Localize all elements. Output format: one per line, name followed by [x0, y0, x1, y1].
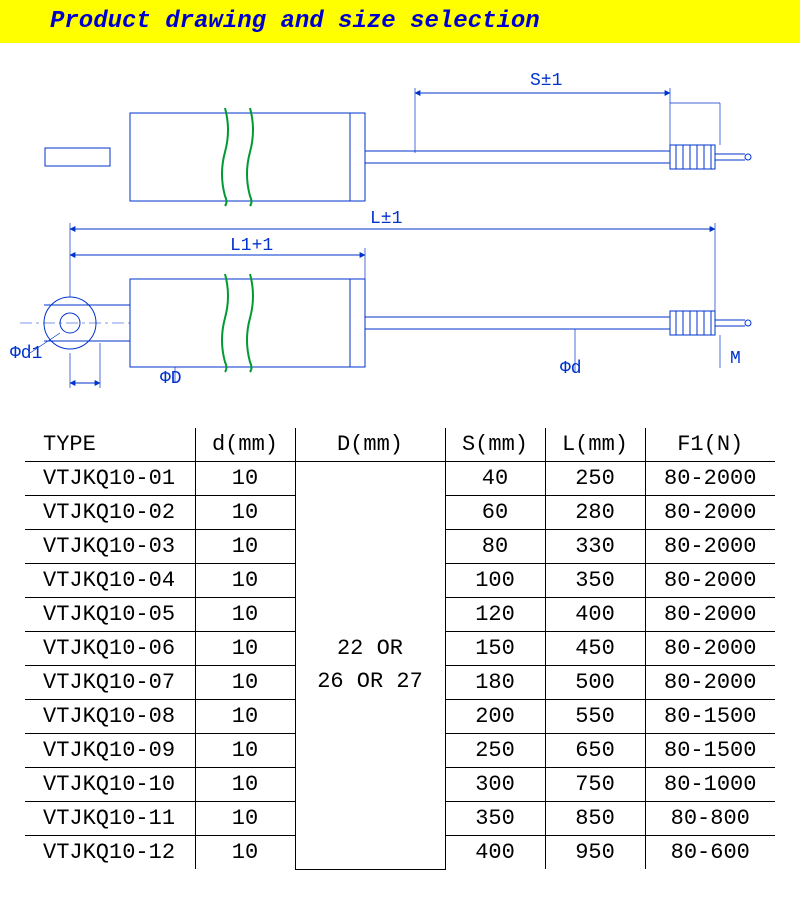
- cell-type: VTJKQ10-02: [25, 496, 195, 530]
- col-d: d(mm): [195, 428, 295, 462]
- drawing-area: S±1: [0, 43, 800, 428]
- cell-S: 200: [445, 700, 545, 734]
- dim-phid1-label: Φd1: [10, 344, 42, 364]
- cell-S: 40: [445, 462, 545, 496]
- cell-S: 150: [445, 632, 545, 666]
- cell-L: 330: [545, 530, 645, 564]
- cell-type: VTJKQ10-04: [25, 564, 195, 598]
- cell-L: 750: [545, 768, 645, 802]
- cell-L: 500: [545, 666, 645, 700]
- cell-type: VTJKQ10-10: [25, 768, 195, 802]
- table-row: VTJKQ10-011022 OR26 OR 274025080-2000: [25, 462, 775, 496]
- cell-L: 650: [545, 734, 645, 768]
- cell-S: 350: [445, 802, 545, 836]
- cell-D-merged: 22 OR26 OR 27: [295, 462, 445, 870]
- dim-l1-label: L1+1: [230, 236, 273, 256]
- cell-F1: 80-2000: [645, 462, 775, 496]
- cell-L: 950: [545, 836, 645, 870]
- cell-S: 400: [445, 836, 545, 870]
- cell-L: 550: [545, 700, 645, 734]
- cell-S: 250: [445, 734, 545, 768]
- cell-S: 80: [445, 530, 545, 564]
- cell-d: 10: [195, 836, 295, 870]
- cell-F1: 80-2000: [645, 632, 775, 666]
- cell-d: 10: [195, 666, 295, 700]
- table-body: VTJKQ10-011022 OR26 OR 274025080-2000VTJ…: [25, 462, 775, 870]
- cell-type: VTJKQ10-01: [25, 462, 195, 496]
- cell-F1: 80-2000: [645, 496, 775, 530]
- cell-d: 10: [195, 530, 295, 564]
- cell-d: 10: [195, 802, 295, 836]
- cell-d: 10: [195, 632, 295, 666]
- col-type: TYPE: [25, 428, 195, 462]
- title-bar: Product drawing and size selection: [0, 0, 800, 43]
- cell-type: VTJKQ10-03: [25, 530, 195, 564]
- cell-type: VTJKQ10-05: [25, 598, 195, 632]
- dim-s-label: S±1: [530, 71, 562, 91]
- cell-type: VTJKQ10-12: [25, 836, 195, 870]
- cell-S: 100: [445, 564, 545, 598]
- dim-l-label: L±1: [370, 209, 402, 229]
- cell-F1: 80-1500: [645, 734, 775, 768]
- dim-phiD-label: ΦD: [160, 369, 182, 389]
- cell-F1: 80-2000: [645, 666, 775, 700]
- cell-d: 10: [195, 700, 295, 734]
- cell-L: 350: [545, 564, 645, 598]
- page-title: Product drawing and size selection: [50, 8, 540, 35]
- cell-d: 10: [195, 496, 295, 530]
- cell-L: 280: [545, 496, 645, 530]
- cell-F1: 80-1500: [645, 700, 775, 734]
- spec-table: TYPE d(mm) D(mm) S(mm) L(mm) F1(N) VTJKQ…: [25, 428, 775, 870]
- cell-d: 10: [195, 734, 295, 768]
- cell-F1: 80-600: [645, 836, 775, 870]
- cell-F1: 80-1000: [645, 768, 775, 802]
- cell-F1: 80-800: [645, 802, 775, 836]
- cell-type: VTJKQ10-06: [25, 632, 195, 666]
- cell-type: VTJKQ10-11: [25, 802, 195, 836]
- col-F1: F1(N): [645, 428, 775, 462]
- cell-type: VTJKQ10-08: [25, 700, 195, 734]
- cell-d: 10: [195, 462, 295, 496]
- cell-F1: 80-2000: [645, 530, 775, 564]
- dim-m-label: M: [730, 349, 741, 369]
- cell-L: 250: [545, 462, 645, 496]
- product-drawing: S±1: [0, 53, 800, 393]
- cell-F1: 80-2000: [645, 598, 775, 632]
- cell-S: 180: [445, 666, 545, 700]
- cell-d: 10: [195, 598, 295, 632]
- cell-S: 120: [445, 598, 545, 632]
- cell-S: 60: [445, 496, 545, 530]
- cell-L: 400: [545, 598, 645, 632]
- cell-F1: 80-2000: [645, 564, 775, 598]
- cell-S: 300: [445, 768, 545, 802]
- cell-d: 10: [195, 564, 295, 598]
- table-header-row: TYPE d(mm) D(mm) S(mm) L(mm) F1(N): [25, 428, 775, 462]
- cell-d: 10: [195, 768, 295, 802]
- cell-L: 450: [545, 632, 645, 666]
- cell-type: VTJKQ10-09: [25, 734, 195, 768]
- col-Dbig: D(mm): [295, 428, 445, 462]
- cell-L: 850: [545, 802, 645, 836]
- col-S: S(mm): [445, 428, 545, 462]
- col-L: L(mm): [545, 428, 645, 462]
- dim-phid-label: Φd: [560, 359, 582, 379]
- cell-type: VTJKQ10-07: [25, 666, 195, 700]
